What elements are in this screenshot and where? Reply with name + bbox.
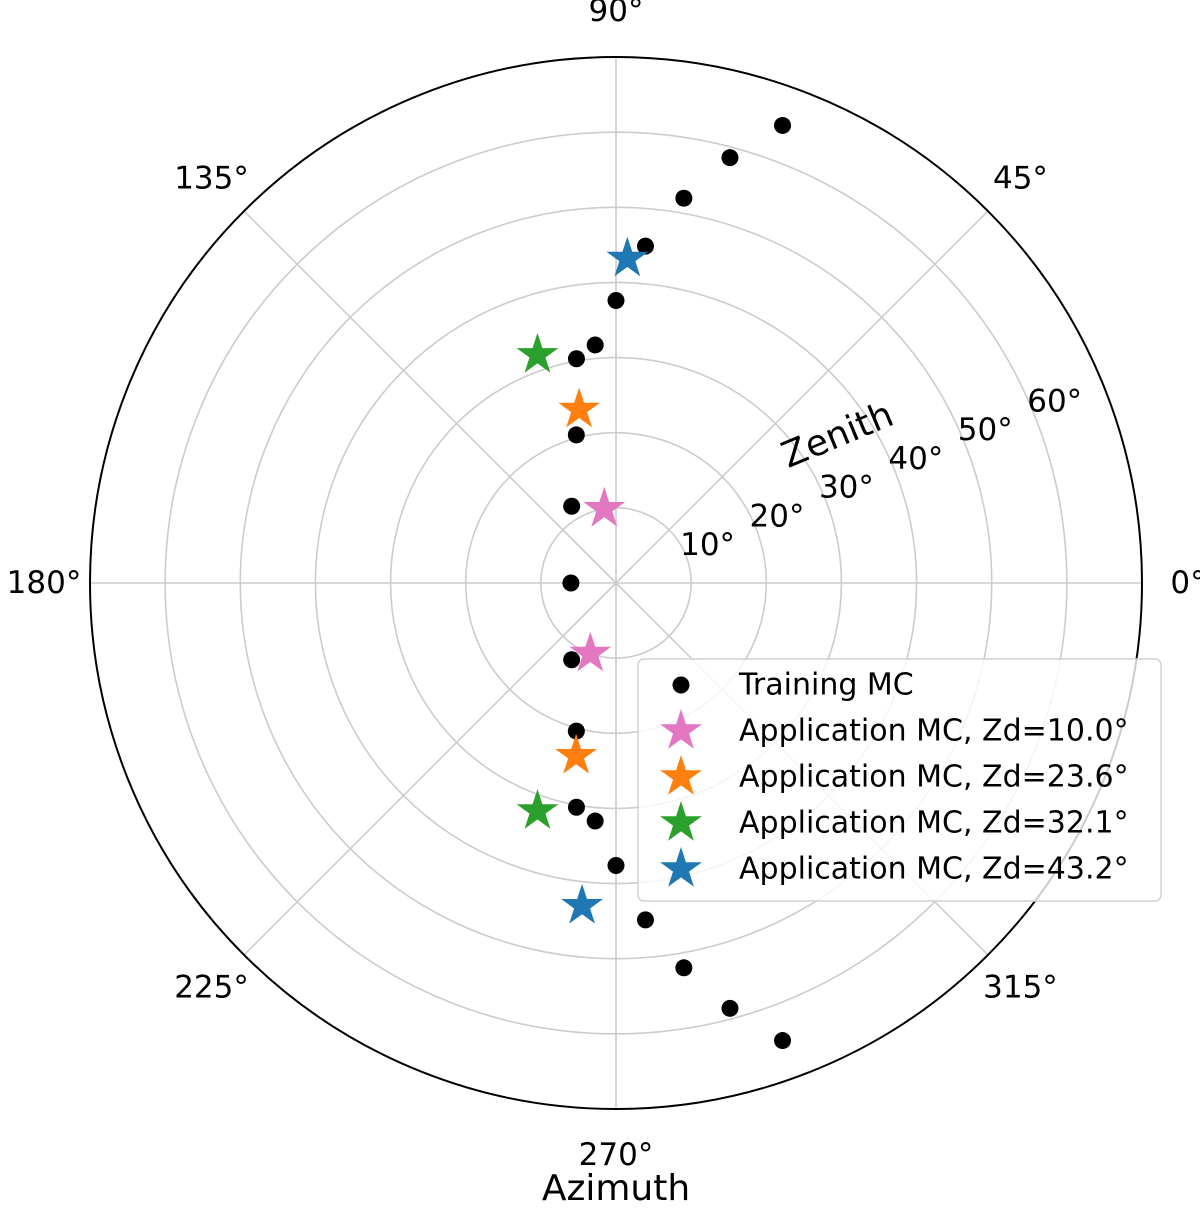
training-point [607, 857, 625, 875]
theta-tick-label: 225° [174, 969, 249, 1005]
training-point [567, 426, 585, 444]
training-point [567, 798, 585, 816]
legend-marker [660, 847, 702, 887]
legend-label: Training MC [738, 668, 914, 703]
theta-gridline-45 [615, 210, 989, 584]
training-point [675, 189, 693, 207]
tick-layer: 0° 45° 90° 135° 180° 225° 270° 315° 10° 20° 30° 40°… [7, 0, 1200, 1173]
legend-label: Application MC, Zd=43.2° [739, 852, 1129, 887]
training-point [675, 959, 693, 977]
training-point [586, 336, 604, 354]
polar-outer-ring [89, 56, 1143, 1110]
application-star [558, 387, 601, 428]
training-point [562, 574, 580, 592]
theta-tick-label: 90° [589, 0, 644, 29]
training-point [563, 497, 581, 515]
r-tick-label: 10° [680, 527, 735, 563]
training-point [567, 722, 585, 740]
legend-marker [672, 676, 690, 694]
theta-tick-label: 180° [7, 565, 82, 601]
r-tick-label: 60° [1027, 383, 1082, 419]
training-point [563, 651, 581, 669]
application-star [516, 332, 559, 373]
legend: Training MC Application MC, Zd=10.0° Appli… [637, 658, 1162, 902]
application-star [569, 631, 612, 672]
training-point [586, 812, 604, 830]
application-star [561, 883, 603, 924]
r-tick-label: 50° [958, 412, 1013, 448]
legend-marker [660, 755, 702, 795]
application-star [583, 486, 626, 527]
r-tick-label: 30° [819, 470, 874, 506]
theta-axis-label: Azimuth [542, 1168, 690, 1208]
legend-marker [660, 801, 702, 841]
application-star [516, 789, 559, 829]
training-point [721, 999, 739, 1017]
training-point [567, 350, 585, 368]
training-point [774, 116, 792, 134]
theta-tick-label: 45° [993, 161, 1048, 197]
grid-layer [89, 56, 1143, 1110]
legend-label: Application MC, Zd=32.1° [739, 806, 1129, 841]
theta-tick-label: 0° [1170, 565, 1200, 601]
theta-gridline-135 [243, 210, 617, 584]
training-point [636, 911, 654, 929]
training-point [607, 291, 625, 309]
theta-tick-label: 270° [579, 1137, 654, 1173]
theta-tick-label: 315° [983, 969, 1058, 1005]
r-axis-label: Zenith [776, 394, 899, 476]
training-point [721, 149, 739, 167]
r-tick-label: 20° [750, 498, 805, 534]
legend-label: Application MC, Zd=23.6° [739, 760, 1129, 795]
theta-gridline-225 [243, 582, 617, 956]
legend-label: Application MC, Zd=10.0° [739, 714, 1129, 749]
legend-frame [637, 658, 1162, 902]
training-point [774, 1032, 792, 1050]
theta-tick-label: 135° [174, 161, 249, 197]
application-star [606, 236, 649, 277]
r-tick-label: 40° [888, 441, 943, 477]
training-point [636, 237, 654, 255]
application-star [555, 733, 598, 774]
legend-marker [660, 709, 702, 749]
point-layer [516, 116, 792, 1050]
